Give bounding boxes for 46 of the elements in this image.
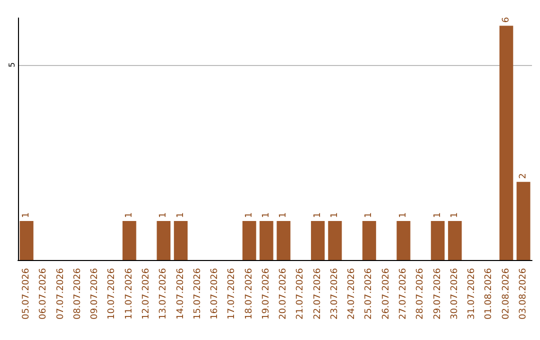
- x-tick-label: 11.07.2026: [124, 268, 134, 320]
- data-label: 1: [330, 212, 340, 218]
- data-label: 1: [450, 212, 460, 218]
- x-tick-label: 31.07.2026: [467, 268, 478, 320]
- data-label: 1: [364, 212, 374, 218]
- x-tick-label: 25.07.2026: [364, 268, 374, 320]
- x-tick-label: 07.07.2026: [56, 268, 66, 320]
- x-tick-label: 17.07.2026: [227, 268, 238, 320]
- x-tick-label: 09.07.2026: [90, 268, 100, 320]
- data-label: 2: [518, 173, 528, 179]
- data-label: 1: [312, 212, 323, 218]
- x-tick-label: 14.07.2026: [176, 268, 186, 320]
- x-tick-label: 21.07.2026: [296, 268, 306, 320]
- x-tick-label: 03.08.2026: [518, 268, 528, 320]
- x-tick-label: 16.07.2026: [210, 268, 220, 320]
- data-label: 1: [398, 212, 408, 218]
- data-label: 1: [261, 212, 272, 218]
- data-label: 1: [22, 212, 32, 218]
- x-tick-label: 18.07.2026: [244, 268, 254, 320]
- data-label: 1: [244, 212, 254, 218]
- x-tick-label: 24.07.2026: [347, 268, 358, 320]
- data-label: 1: [278, 212, 289, 218]
- x-tick-label: 05.07.2026: [22, 268, 32, 320]
- x-tick-label: 30.07.2026: [450, 268, 460, 320]
- x-tick-label: 22.07.2026: [312, 268, 323, 320]
- x-tick-label: 08.07.2026: [72, 268, 83, 320]
- y-tick-label: 5: [8, 62, 16, 68]
- data-label: 6: [501, 16, 512, 23]
- x-tick-label: 29.07.2026: [432, 268, 443, 320]
- x-tick-label: 15.07.2026: [192, 268, 203, 320]
- data-label: 1: [124, 212, 134, 218]
- x-tick-label: 19.07.2026: [261, 268, 272, 320]
- x-tick-label: 02.08.2026: [501, 268, 512, 320]
- x-tick-label: 20.07.2026: [278, 268, 289, 320]
- x-tick-label: 26.07.2026: [381, 268, 392, 320]
- x-tick-label: 12.07.2026: [142, 268, 152, 320]
- data-label: 1: [158, 212, 169, 218]
- x-tick-label: 23.07.2026: [330, 268, 340, 320]
- x-tick-label: 27.07.2026: [398, 268, 408, 320]
- x-tick-label: 06.07.2026: [38, 268, 49, 320]
- data-label: 1: [432, 212, 443, 218]
- x-tick-label: 01.08.2026: [484, 268, 494, 320]
- x-tick-label: 13.07.2026: [158, 268, 169, 320]
- x-tick-label: 28.07.2026: [416, 268, 426, 320]
- data-label: 1: [176, 212, 186, 218]
- x-tick-label: 10.07.2026: [107, 268, 118, 320]
